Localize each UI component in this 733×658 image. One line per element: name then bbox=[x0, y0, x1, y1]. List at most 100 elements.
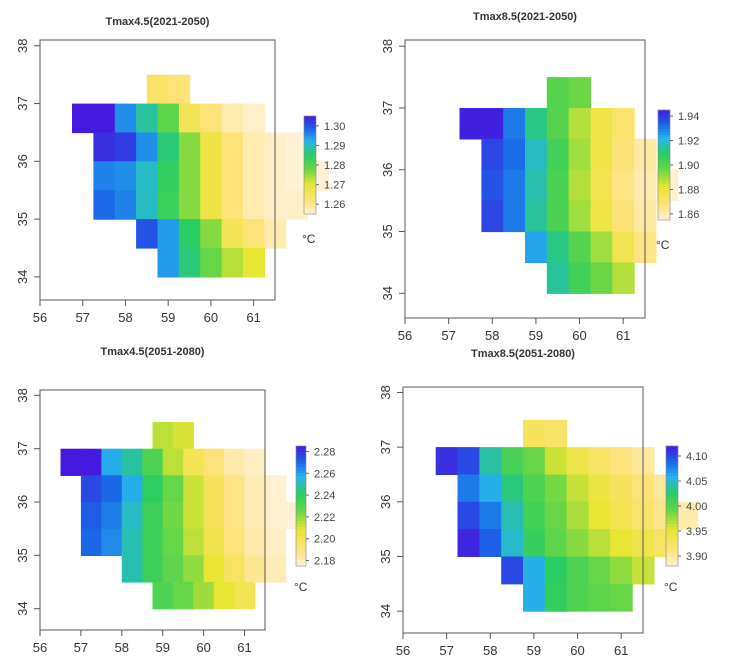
heatmap-cell bbox=[114, 161, 137, 191]
legend-swatch bbox=[304, 172, 316, 176]
legend-swatch bbox=[658, 137, 670, 141]
legend-swatch bbox=[666, 515, 678, 519]
legend-swatch bbox=[658, 173, 670, 177]
legend-label: 2.26 bbox=[314, 468, 335, 480]
legend-swatch bbox=[666, 539, 678, 543]
legend-swatch bbox=[658, 195, 670, 199]
legend-swatch bbox=[658, 121, 670, 125]
legend-swatch bbox=[666, 563, 678, 567]
heatmap-cell bbox=[285, 161, 308, 191]
heatmap-cell bbox=[590, 169, 613, 202]
heatmap-cell bbox=[566, 583, 589, 612]
legend-swatch bbox=[304, 140, 316, 144]
legend-swatch bbox=[296, 530, 306, 534]
heatmap-cell bbox=[265, 528, 287, 556]
legend-swatch bbox=[296, 449, 306, 453]
heatmap-cell bbox=[244, 528, 266, 556]
heatmap-cell bbox=[457, 447, 480, 475]
legend-swatch bbox=[296, 524, 306, 528]
legend-label: 1.92 bbox=[678, 136, 699, 148]
y-tick-label: 38 bbox=[378, 385, 393, 399]
heatmap-cell bbox=[157, 219, 180, 249]
legend-swatch bbox=[304, 125, 316, 129]
x-tick-label: 57 bbox=[74, 640, 88, 655]
heatmap-cell bbox=[612, 169, 635, 202]
y-tick-label: 34 bbox=[15, 601, 30, 615]
x-tick-label: 57 bbox=[439, 643, 453, 658]
legend-label: 3.90 bbox=[686, 551, 707, 563]
heatmap-cell bbox=[183, 502, 205, 530]
legend-swatch bbox=[658, 148, 670, 152]
legend-swatch bbox=[658, 143, 670, 147]
legend-swatch bbox=[658, 184, 670, 188]
legend-swatch bbox=[666, 512, 678, 516]
legend-swatch bbox=[666, 497, 678, 501]
heatmap-cell bbox=[224, 502, 246, 530]
heatmap-cell bbox=[481, 169, 504, 202]
heatmap-cell bbox=[612, 231, 635, 263]
legend-swatch bbox=[296, 548, 306, 552]
legend-swatch bbox=[666, 455, 678, 459]
heatmap-cell bbox=[162, 475, 184, 503]
legend-swatch bbox=[658, 154, 670, 158]
legend-swatch bbox=[296, 476, 306, 480]
legend-swatch bbox=[658, 123, 670, 127]
heatmap-cell bbox=[114, 190, 137, 220]
legend-swatch bbox=[666, 449, 678, 453]
legend-swatch bbox=[304, 152, 316, 156]
heatmap-cell bbox=[610, 556, 633, 585]
legend-swatch bbox=[296, 473, 306, 477]
heatmap-cell bbox=[523, 447, 546, 475]
x-tick-label: 56 bbox=[396, 643, 410, 658]
heatmap-cell bbox=[566, 474, 589, 503]
legend-swatch bbox=[296, 542, 306, 546]
heatmap-cell bbox=[525, 138, 548, 171]
y-tick-label: 37 bbox=[15, 441, 30, 455]
legend-swatch bbox=[296, 506, 306, 510]
heatmap-cell bbox=[200, 219, 223, 249]
heatmap-cell bbox=[566, 501, 589, 530]
heatmap-cell bbox=[501, 529, 524, 557]
heatmap-cell bbox=[221, 103, 244, 134]
plot-frame bbox=[404, 39, 646, 319]
heatmap-cell bbox=[457, 474, 480, 503]
heatmap-cell bbox=[544, 501, 568, 530]
heatmap-cell bbox=[568, 169, 591, 202]
legend-swatch bbox=[658, 181, 670, 185]
y-tick-label: 38 bbox=[380, 39, 395, 53]
legend-swatch bbox=[296, 536, 306, 540]
heatmap-cell bbox=[588, 529, 611, 557]
legend-swatch bbox=[658, 159, 670, 163]
legend-label: 1.86 bbox=[678, 209, 699, 221]
heatmap-cell bbox=[80, 502, 102, 530]
heatmap-cell bbox=[544, 447, 568, 475]
heatmap-cell bbox=[173, 582, 195, 610]
x-tick-label: 60 bbox=[572, 328, 586, 343]
heatmap-cell bbox=[221, 219, 244, 249]
legend-swatch bbox=[666, 524, 678, 528]
y-tick-label: 34 bbox=[15, 270, 30, 284]
legend-swatch bbox=[666, 521, 678, 525]
heatmap-cell bbox=[588, 474, 611, 503]
heatmap-cell bbox=[546, 138, 570, 171]
heatmap-cell bbox=[224, 475, 246, 503]
heatmap-cell bbox=[285, 190, 308, 220]
legend-swatch bbox=[304, 177, 316, 181]
heatmap-cell bbox=[243, 248, 265, 278]
legend-label: 2.18 bbox=[314, 556, 335, 568]
heatmap-cell bbox=[121, 502, 143, 530]
legend-swatch bbox=[296, 467, 306, 471]
legend-swatch bbox=[666, 509, 678, 513]
legend-swatch bbox=[296, 545, 306, 549]
legend-swatch bbox=[304, 155, 316, 159]
y-tick-label: 36 bbox=[15, 495, 30, 509]
legend-swatch bbox=[296, 461, 306, 465]
legend-swatch bbox=[658, 198, 670, 202]
legend-swatch bbox=[658, 214, 670, 218]
heatmap-cell bbox=[121, 475, 143, 503]
legend-swatch bbox=[658, 126, 670, 130]
legend-swatch bbox=[304, 174, 316, 178]
heatmap-cell bbox=[80, 475, 102, 503]
x-tick-label: 60 bbox=[196, 640, 210, 655]
legend-swatch bbox=[658, 187, 670, 191]
